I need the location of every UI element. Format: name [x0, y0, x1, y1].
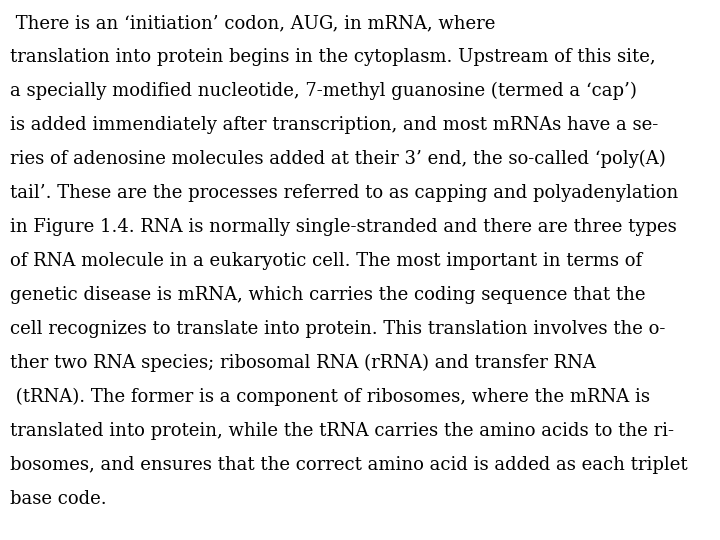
- Text: ther two RNA species; ribosomal RNA (rRNA) and transfer RNA: ther two RNA species; ribosomal RNA (rRN…: [10, 354, 596, 372]
- Text: tail’. These are the processes referred to as capping and polyadenylation: tail’. These are the processes referred …: [10, 184, 678, 202]
- Text: genetic disease is mRNA, which carries the coding sequence that the: genetic disease is mRNA, which carries t…: [10, 286, 646, 304]
- Text: base code.: base code.: [10, 490, 107, 508]
- Text: in Figure 1.4. RNA is normally single-stranded and there are three types: in Figure 1.4. RNA is normally single-st…: [10, 218, 677, 236]
- Text: cell recognizes to translate into protein. This translation involves the o-: cell recognizes to translate into protei…: [10, 320, 665, 338]
- Text: a specially modified nucleotide, 7-methyl guanosine (termed a ‘cap’): a specially modified nucleotide, 7-methy…: [10, 82, 637, 100]
- Text: translation into protein begins in the cytoplasm. Upstream of this site,: translation into protein begins in the c…: [10, 48, 656, 66]
- Text: of RNA molecule in a eukaryotic cell. The most important in terms of: of RNA molecule in a eukaryotic cell. Th…: [10, 252, 642, 270]
- Text: bosomes, and ensures that the correct amino acid is added as each triplet: bosomes, and ensures that the correct am…: [10, 456, 688, 474]
- Text: translated into protein, while the tRNA carries the amino acids to the ri-: translated into protein, while the tRNA …: [10, 422, 674, 440]
- Text: ries of adenosine molecules added at their 3’ end, the so-called ‘poly(A): ries of adenosine molecules added at the…: [10, 150, 666, 168]
- Text: (tRNA). The former is a component of ribosomes, where the mRNA is: (tRNA). The former is a component of rib…: [10, 388, 650, 406]
- Text: is added immendiately after transcription, and most mRNAs have a se-: is added immendiately after transcriptio…: [10, 116, 658, 134]
- Text: There is an ‘initiation’ codon, AUG, in mRNA, where: There is an ‘initiation’ codon, AUG, in …: [10, 14, 495, 32]
